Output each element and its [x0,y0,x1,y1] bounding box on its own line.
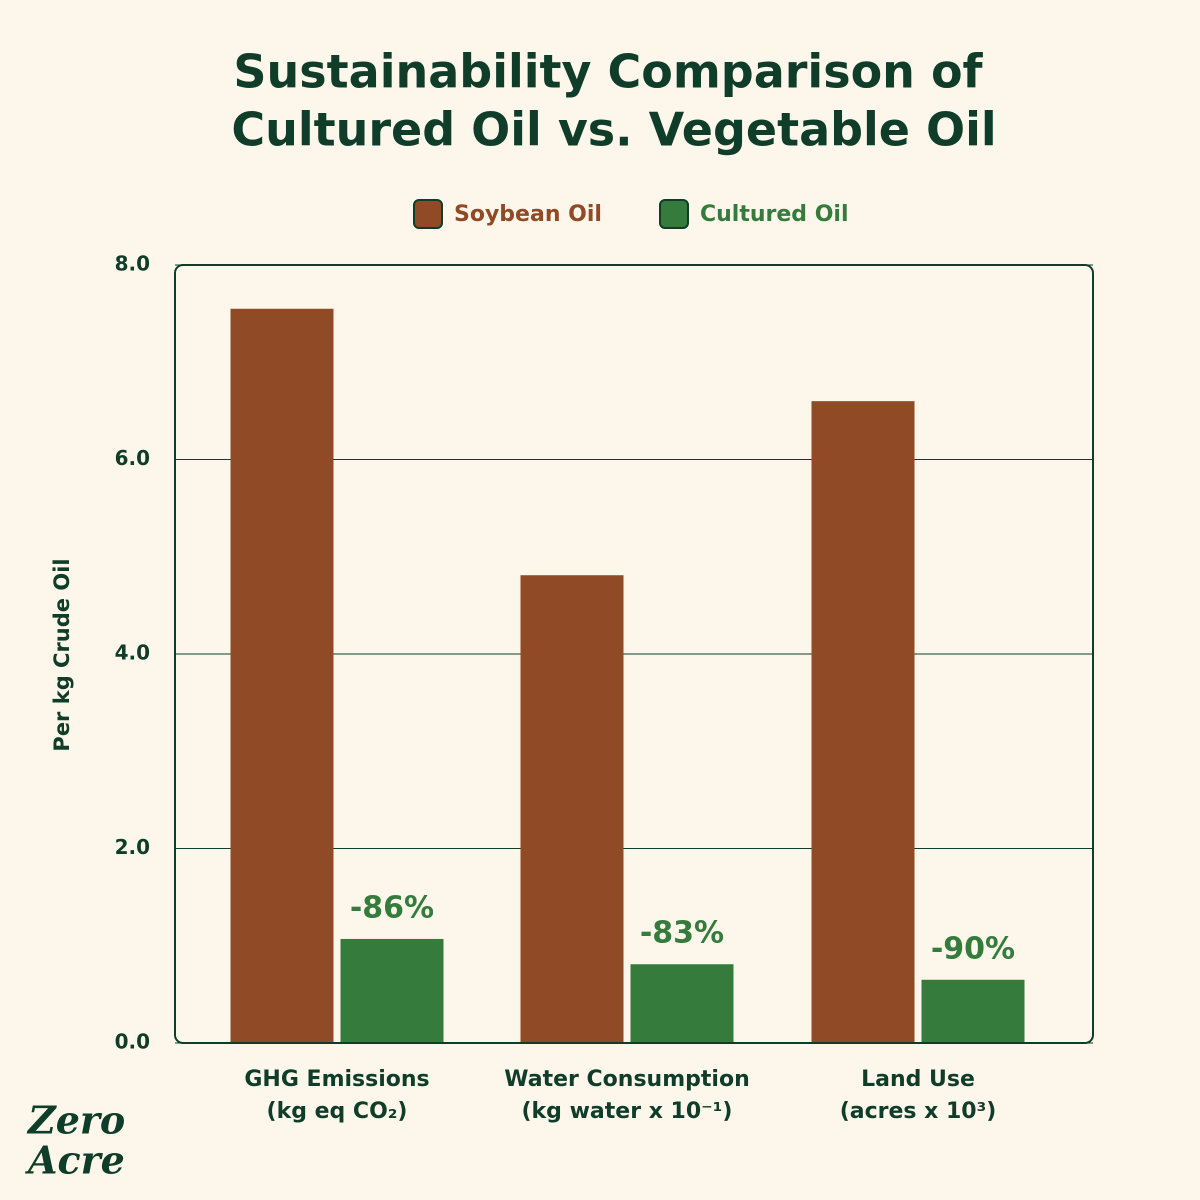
bar-annotation: -83% [640,916,724,951]
y-tick-label: 4.0 [115,641,150,665]
y-axis-label: Per kg Crude Oil [50,558,74,751]
x-tick-label: GHG Emissions [244,1067,429,1092]
legend-label: Soybean Oil [454,202,602,227]
bar [630,964,734,1043]
legend-swatch [413,199,443,229]
x-tick-label: Water Consumption [504,1067,749,1092]
y-tick-label: 6.0 [115,446,150,470]
y-tick-label: 2.0 [115,835,150,859]
chart-title: Cultured Oil vs. Vegetable Oil [231,103,996,157]
x-tick-sublabel: (acres x 10³) [840,1099,997,1124]
chart-title: Sustainability Comparison of [233,45,983,99]
logo: Zero [26,1098,125,1143]
bar [811,401,915,1043]
legend-label: Cultured Oil [700,202,849,227]
y-tick-label: 8.0 [115,252,150,276]
x-tick-sublabel: (kg eq CO₂) [267,1099,408,1124]
bar [921,979,1025,1043]
logo: Acre [25,1138,125,1183]
legend-swatch [659,199,689,229]
bar [230,308,334,1043]
plot-frame [174,264,1094,1044]
bar [340,938,444,1043]
bar-annotation: -90% [931,931,1015,966]
x-tick-label: Land Use [861,1067,975,1092]
x-tick-sublabel: (kg water x 10⁻¹) [522,1099,733,1124]
bar [520,575,624,1043]
bar-annotation: -86% [350,890,434,925]
y-tick-label: 0.0 [115,1030,150,1054]
